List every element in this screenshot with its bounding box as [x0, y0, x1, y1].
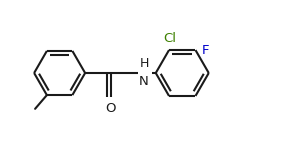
- Text: O: O: [105, 102, 116, 115]
- Text: N: N: [139, 75, 149, 88]
- Text: H: H: [140, 57, 150, 70]
- Text: F: F: [201, 44, 209, 57]
- Text: Cl: Cl: [164, 32, 177, 45]
